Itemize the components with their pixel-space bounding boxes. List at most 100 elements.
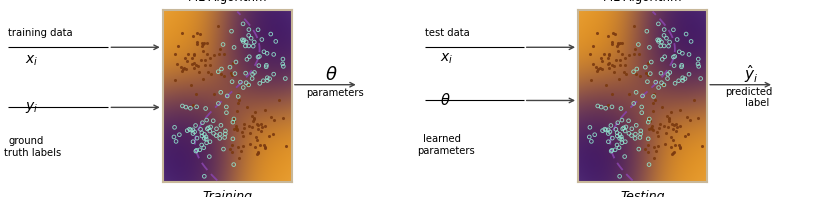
- Point: [232, 95, 245, 98]
- Point: [658, 125, 671, 128]
- Point: [193, 148, 207, 151]
- Point: [225, 30, 239, 33]
- Point: [646, 109, 660, 112]
- Point: [628, 52, 641, 55]
- Text: parameters: parameters: [417, 146, 475, 156]
- Point: [655, 40, 668, 44]
- Point: [182, 52, 195, 55]
- Point: [180, 59, 193, 63]
- Point: [253, 143, 266, 146]
- Point: [258, 146, 271, 149]
- Text: predicted: predicted: [726, 87, 773, 97]
- Point: [651, 130, 664, 134]
- Point: [661, 126, 675, 129]
- Point: [620, 125, 633, 128]
- Point: [198, 175, 211, 178]
- Point: [252, 150, 265, 153]
- Point: [242, 34, 255, 37]
- Point: [188, 53, 201, 56]
- Point: [682, 53, 696, 56]
- Point: [245, 77, 259, 80]
- Point: [258, 144, 271, 147]
- Point: [628, 137, 641, 140]
- Point: [176, 104, 189, 108]
- Point: [586, 62, 600, 65]
- Point: [237, 86, 250, 89]
- Text: learned: learned: [423, 134, 461, 144]
- Point: [642, 127, 656, 130]
- Point: [228, 46, 241, 49]
- Point: [209, 134, 223, 137]
- Point: [625, 134, 638, 137]
- Point: [663, 117, 676, 120]
- Point: [279, 77, 292, 80]
- Point: [171, 44, 184, 47]
- Point: [168, 53, 182, 56]
- Point: [176, 67, 189, 71]
- Point: [231, 109, 244, 112]
- Point: [676, 76, 690, 79]
- Point: [645, 126, 658, 129]
- Point: [673, 109, 686, 112]
- Point: [178, 67, 191, 70]
- Point: [585, 140, 598, 143]
- Point: [263, 77, 276, 80]
- Point: [204, 125, 218, 128]
- Point: [218, 52, 231, 55]
- Point: [645, 125, 658, 128]
- Point: [674, 145, 687, 148]
- Point: [238, 127, 251, 130]
- Point: [666, 151, 680, 154]
- Point: [612, 146, 626, 149]
- Point: [643, 120, 656, 123]
- Point: [630, 124, 643, 127]
- Point: [653, 127, 666, 130]
- Point: [214, 48, 227, 51]
- Point: [675, 64, 688, 67]
- Point: [661, 77, 674, 80]
- Point: [195, 143, 208, 147]
- Point: [225, 151, 239, 154]
- Point: [627, 102, 641, 105]
- Text: $x_i$: $x_i$: [25, 54, 38, 68]
- Point: [190, 137, 203, 140]
- Point: [184, 128, 198, 132]
- Point: [646, 102, 660, 105]
- Point: [197, 146, 210, 149]
- Point: [641, 118, 655, 121]
- Point: [676, 52, 689, 55]
- Point: [239, 40, 253, 44]
- Point: [190, 105, 203, 108]
- Point: [605, 137, 619, 140]
- Point: [675, 65, 688, 68]
- Point: [192, 70, 205, 73]
- Point: [671, 126, 684, 129]
- Point: [237, 40, 250, 43]
- Point: [255, 38, 269, 41]
- Point: [680, 33, 693, 36]
- Point: [607, 65, 620, 68]
- Point: [687, 98, 701, 102]
- Point: [269, 40, 283, 43]
- Point: [266, 132, 279, 135]
- Point: [595, 106, 608, 109]
- Point: [694, 77, 707, 80]
- Point: [226, 137, 239, 140]
- Point: [241, 84, 254, 87]
- Point: [618, 57, 631, 60]
- Point: [168, 79, 182, 82]
- Point: [276, 116, 289, 120]
- Point: [195, 131, 208, 134]
- Point: [183, 128, 196, 131]
- Point: [212, 25, 225, 28]
- Point: [169, 140, 183, 143]
- Point: [183, 107, 197, 110]
- Point: [193, 33, 207, 36]
- Point: [588, 133, 601, 136]
- Point: [199, 135, 213, 138]
- Point: [236, 135, 249, 138]
- Point: [189, 150, 203, 153]
- Point: [186, 35, 199, 38]
- Point: [267, 72, 280, 76]
- Point: [601, 62, 615, 65]
